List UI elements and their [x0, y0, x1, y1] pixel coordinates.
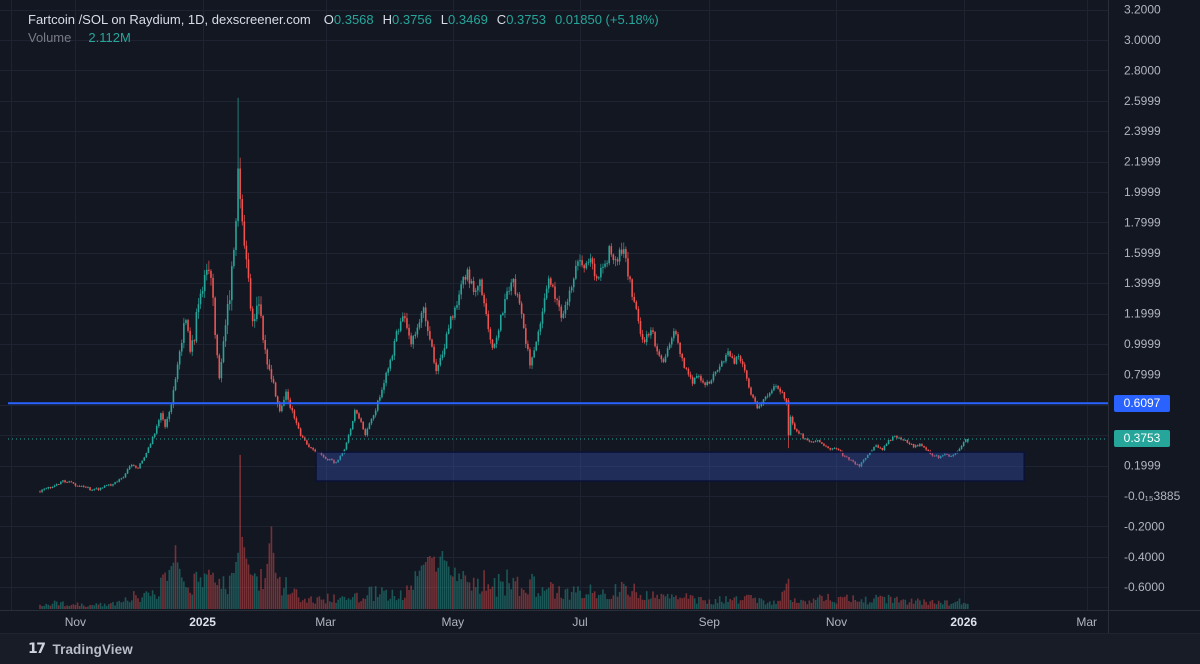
- price-axis-label: 1.3999: [1124, 276, 1161, 290]
- price-axis-label: -0.2000: [1124, 519, 1165, 533]
- price-scale[interactable]: 3.2000 3.0000 2.8000 2.5999 2.3999 2.1999 1.99…: [1124, 3, 1181, 595]
- price-axis-label: -0.0₁₅3885: [1124, 489, 1181, 503]
- candle-bodies-down: [39, 168, 950, 493]
- change-value: 0.01850 (+5.18%): [554, 12, 659, 27]
- price-axis-label: 1.1999: [1124, 307, 1161, 321]
- price-axis-label: -0.4000: [1124, 550, 1165, 564]
- footer-bar: 17 TradingView: [0, 633, 1200, 664]
- ohlc-open: O0.3568: [323, 12, 374, 27]
- price-axis-label: 3.0000: [1124, 33, 1161, 47]
- price-axis-label: 2.1999: [1124, 155, 1161, 169]
- ohlc-high: H0.3756: [382, 12, 432, 27]
- candle-wicks-down: [39, 157, 950, 493]
- price-axis-label: 0.9999: [1124, 337, 1161, 351]
- time-scale[interactable]: Nov 2025 Mar May Jul Sep Nov 2026 Mar: [65, 615, 1097, 629]
- time-axis-label: Jul: [572, 615, 587, 629]
- time-axis-label: Mar: [315, 615, 336, 629]
- time-axis-label: Nov: [65, 615, 86, 629]
- ohlc-close: C0.3753: [496, 12, 546, 27]
- price-axis-label: 0.7999: [1124, 367, 1161, 381]
- symbol-row: Fartcoin /SOL on Raydium, 1D, dexscreene…: [28, 11, 659, 29]
- time-axis-label: May: [441, 615, 464, 629]
- volume-series-up: [41, 551, 969, 609]
- grid: [0, 0, 1108, 610]
- time-axis-label: Mar: [1076, 615, 1097, 629]
- ohlc-low: L0.3469: [440, 12, 488, 27]
- price-axis-label: 2.5999: [1124, 94, 1161, 108]
- ohlc-header: Fartcoin /SOL on Raydium, 1D, dexscreene…: [28, 11, 659, 47]
- price-axis-label: 0.1999: [1124, 459, 1161, 473]
- price-axis-label: 1.5999: [1124, 246, 1161, 260]
- time-axis-label: 2026: [950, 615, 977, 629]
- tradingview-brand[interactable]: TradingView: [52, 641, 133, 657]
- symbol-title: Fartcoin /SOL on Raydium, 1D, dexscreene…: [28, 12, 311, 27]
- time-axis-label: 2025: [189, 615, 216, 629]
- price-axis-label: 2.8000: [1124, 63, 1161, 77]
- last-price-label: 0.3753: [1114, 430, 1170, 448]
- volume-label: Volume: [28, 30, 72, 45]
- volume-row: Volume 2.112M: [28, 29, 659, 47]
- volume-value: 2.112M: [88, 30, 131, 45]
- zone-rectangle-drawing[interactable]: [315, 451, 1025, 482]
- candle-bodies-up: [41, 168, 969, 492]
- price-axis-label: 1.7999: [1124, 215, 1161, 229]
- time-axis-label: Sep: [699, 615, 721, 629]
- price-axis-label: 2.3999: [1124, 124, 1161, 138]
- time-axis-label: Nov: [826, 615, 847, 629]
- volume-series-down: [39, 454, 950, 609]
- hline-price-label[interactable]: 0.6097: [1114, 394, 1170, 412]
- price-axis-label: 1.9999: [1124, 185, 1161, 199]
- tradingview-logo-icon[interactable]: 17: [28, 641, 46, 657]
- candle-wicks-up: [41, 97, 969, 494]
- price-axis-label: -0.6000: [1124, 580, 1165, 594]
- price-axis-label: 3.2000: [1124, 3, 1161, 17]
